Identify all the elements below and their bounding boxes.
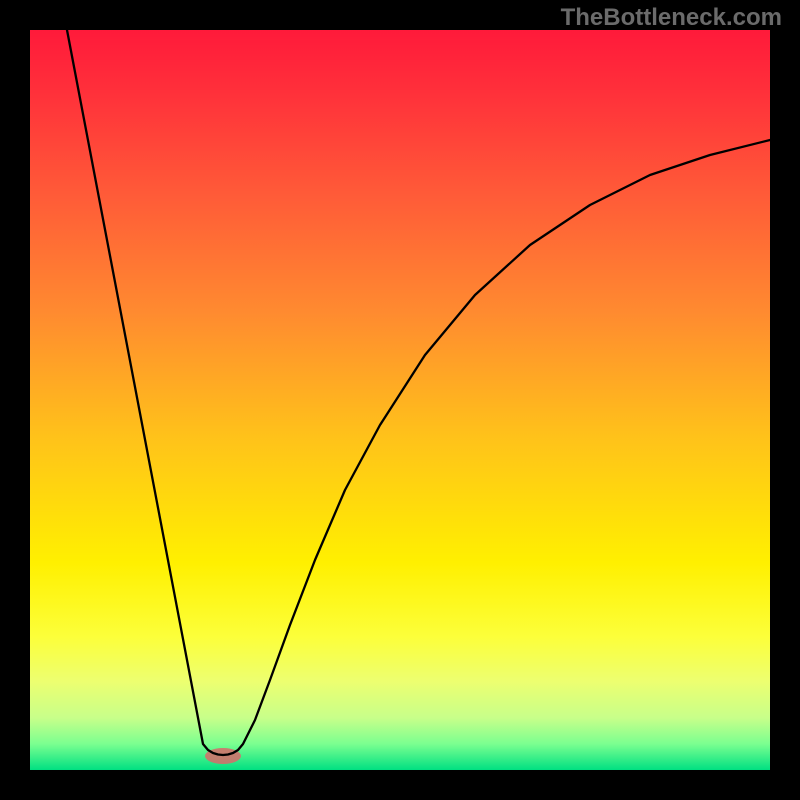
- plot-area: [0, 0, 800, 800]
- gradient-background: [30, 30, 770, 770]
- chart-container: TheBottleneck.com: [0, 0, 800, 800]
- watermark-text: TheBottleneck.com: [561, 4, 782, 32]
